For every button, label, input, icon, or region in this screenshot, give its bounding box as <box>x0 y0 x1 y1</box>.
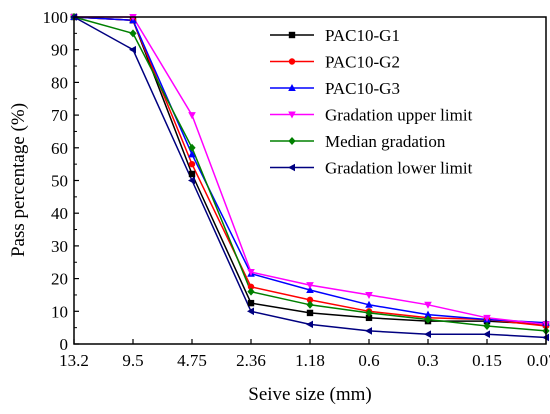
data-point-pac10-g3 <box>424 310 432 318</box>
y-tick-label: 90 <box>51 41 68 60</box>
legend-label-gradation-lower-limit: Gradation lower limit <box>325 159 473 178</box>
legend-marker-gradation-lower-limit <box>288 163 295 172</box>
y-tick-label: 0 <box>60 335 69 354</box>
legend-label-pac10-g1: PAC10-G1 <box>325 26 400 45</box>
data-point-gradation-upper-limit <box>483 314 491 322</box>
data-point-gradation-upper-limit <box>188 112 196 120</box>
data-point-pac10-g3 <box>188 150 196 158</box>
data-point-pac10-g1 <box>306 309 314 317</box>
data-point-median-gradation <box>306 300 314 309</box>
series-line-pac10-g2 <box>73 16 547 327</box>
data-point-gradation-lower-limit <box>424 330 431 338</box>
data-point-pac10-g2 <box>247 283 255 290</box>
data-point-gradation-upper-limit <box>424 301 432 309</box>
data-point-median-gradation <box>483 322 491 331</box>
legend-label-median-gradation: Median gradation <box>325 132 446 151</box>
x-tick-label: 2.36 <box>236 351 266 370</box>
legend-marker-pac10-g2 <box>288 58 296 65</box>
legend-label-pac10-g3: PAC10-G3 <box>325 79 400 98</box>
data-point-gradation-upper-limit <box>247 269 255 277</box>
series-line-pac10-g1 <box>73 16 547 326</box>
series-markers <box>70 13 550 342</box>
data-point-pac10-g2 <box>306 296 314 304</box>
y-tick-label: 40 <box>51 204 68 223</box>
y-tick-label: 10 <box>51 302 68 321</box>
x-tick-label: 9.5 <box>122 351 143 370</box>
plot-frame <box>73 16 547 345</box>
data-point-gradation-lower-limit <box>247 307 254 316</box>
legend-label-gradation-upper-limit: Gradation upper limit <box>325 106 473 125</box>
data-point-gradation-upper-limit <box>365 291 373 299</box>
y-tick-label: 50 <box>51 172 68 191</box>
data-point-gradation-upper-limit <box>306 282 314 290</box>
y-tick-label: 30 <box>51 237 68 256</box>
legend: PAC10-G1 PAC10-G2 PAC10-G3 Gradation upper … <box>270 26 473 178</box>
legend-marker-gradation-upper-limit <box>288 111 296 119</box>
data-point-pac10-g1 <box>247 299 255 307</box>
data-point-pac10-g1 <box>188 170 196 178</box>
data-point-gradation-lower-limit <box>188 176 195 185</box>
data-point-gradation-lower-limit <box>306 320 313 329</box>
data-point-median-gradation <box>424 315 432 324</box>
x-tick-label: 0.075 <box>527 351 550 370</box>
data-point-median-gradation <box>129 29 137 38</box>
series-line-gradation-upper-limit <box>74 16 547 326</box>
x-tick-label: 1.18 <box>295 351 325 370</box>
y-axis: 0 10 20 30 40 50 60 70 80 90 100 <box>43 8 79 354</box>
y-tick-label: 80 <box>51 73 68 92</box>
data-point-gradation-lower-limit <box>129 45 136 54</box>
data-point-median-gradation <box>365 308 373 317</box>
data-point-median-gradation <box>247 287 255 296</box>
y-tick-label: 60 <box>51 139 68 158</box>
legend-marker-pac10-g3 <box>288 84 296 91</box>
legend-marker-median-gradation <box>288 137 296 145</box>
legend-marker-pac10-g1 <box>288 31 296 39</box>
x-axis: 13.2 9.5 4.75 2.36 1.18 0.6 0.3 0.15 0.075 <box>59 339 550 370</box>
y-tick-label: 70 <box>51 106 68 125</box>
x-axis-title: Seive size (mm) <box>248 384 371 405</box>
data-point-median-gradation <box>188 143 196 152</box>
data-point-pac10-g3 <box>306 286 314 294</box>
data-point-pac10-g3 <box>365 300 373 308</box>
y-axis-title: Pass percentage (%) <box>8 103 29 257</box>
y-tick-label: 20 <box>51 270 68 289</box>
x-tick-label: 4.75 <box>177 351 207 370</box>
data-point-pac10-g2 <box>188 160 196 168</box>
x-tick-label: 0.3 <box>417 351 438 370</box>
x-tick-label: 0.15 <box>472 351 502 370</box>
data-point-gradation-lower-limit <box>365 327 372 335</box>
legend-label-pac10-g2: PAC10-G2 <box>325 53 400 72</box>
series-line-pac10-g3 <box>73 16 547 324</box>
data-point-pac10-g1 <box>365 314 373 322</box>
y-tick-label: 100 <box>43 8 69 27</box>
x-tick-label: 13.2 <box>59 351 89 370</box>
data-point-gradation-lower-limit <box>483 330 490 338</box>
x-tick-label: 0.6 <box>358 351 379 370</box>
